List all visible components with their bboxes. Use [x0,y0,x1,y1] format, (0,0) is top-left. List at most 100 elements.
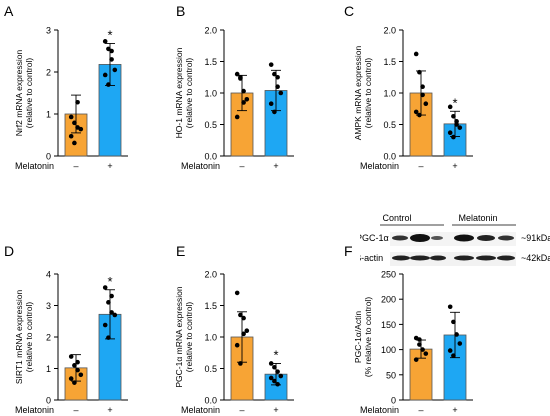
y-tick-label: 250 [381,270,396,280]
data-point [109,293,114,299]
group-label: Melatonin [181,161,220,171]
wb-band-actin-5 [476,255,496,261]
wb-membrane-pgc1a [390,232,516,246]
category-label: + [452,405,457,415]
y-tick-label: 2 [46,333,51,343]
data-point [112,312,118,318]
data-point [238,74,243,80]
significance-marker: * [107,274,112,289]
panel-e: E 0.0 0.5 1.0 1.5 2.0 PGC-1α mRNA expression(r… [174,243,294,415]
data-point [268,101,274,107]
y-tick-label: 0.5 [204,364,217,374]
data-point [68,114,74,120]
data-point [272,71,277,77]
data-point [454,332,459,337]
category-label: + [452,161,457,171]
category-label: + [107,161,112,171]
significance-marker: * [452,95,457,110]
group-label: Melatonin [15,405,54,415]
y-axis-label: HO-1 mRNA expression(relative to control… [174,47,194,138]
data-point [413,51,419,57]
wb-size-pgc1a: ~91kDa [521,233,550,243]
data-point [112,67,118,73]
category-label: – [73,405,78,415]
data-point [417,69,422,75]
wb-group-control: Control [382,213,411,223]
data-point [238,312,243,318]
group-label: Melatonin [360,161,399,171]
data-point [451,134,456,140]
data-point [102,285,108,290]
data-point [272,109,277,115]
panel-d: D 0 1 2 3 4 SIRT1 mRNA expression(relative to … [4,243,128,415]
data-point [234,290,240,296]
data-point [72,380,77,385]
wb-membrane-actin [390,252,516,266]
data-point [275,381,280,387]
y-axis-label: PGC-1α mRNA expression(relative to contr… [174,286,194,388]
category-label: + [273,161,278,171]
y-tick-label: 0 [46,152,51,162]
data-point [417,337,422,342]
data-point [417,342,422,347]
data-point [241,100,246,105]
y-tick-label: 1.0 [383,89,396,99]
data-point [275,84,280,89]
data-point [109,48,114,54]
panel-f: F 0 50 100 150 200 250 PGC-1α/Actin(% relative … [344,243,473,415]
data-point [423,351,429,356]
data-point [68,354,74,359]
data-point [102,72,108,78]
data-point [417,112,422,118]
data-point [413,109,419,115]
data-point [451,319,456,325]
y-axis-label: SIRT1 mRNA expression(relative to contro… [14,290,34,385]
wb-band-pgc1a-1 [392,235,408,241]
data-point [109,310,114,315]
data-point [275,74,280,80]
data-point [278,90,284,96]
y-tick-label: 0 [46,396,51,406]
data-point [268,361,274,366]
data-point [272,364,277,370]
significance-marker: * [107,27,112,42]
y-tick-label: 2.0 [204,270,217,280]
data-point [451,353,456,358]
y-axis-label: Nrf2 mRNA expression(relative to control… [14,50,34,137]
y-tick-label: 2 [46,68,51,78]
data-point [447,304,453,310]
data-point [447,130,453,135]
y-tick-label: 1 [46,364,51,374]
data-point [241,315,246,321]
group-label: Melatonin [181,405,220,415]
data-point [102,322,108,328]
category-label: – [418,161,423,171]
y-tick-label: 2.0 [383,26,396,36]
data-point [106,335,111,340]
y-tick-label: 1.0 [204,89,217,99]
data-point [72,363,77,368]
group-label: Melatonin [15,161,54,171]
y-tick-label: 2.0 [204,26,217,36]
wb-band-pgc1a-6 [498,235,514,241]
y-tick-label: 0.5 [383,120,396,130]
data-point [241,88,246,94]
y-tick-label: 0.0 [204,152,217,162]
data-point [420,347,425,352]
y-axis-label: PGC-1α/Actin(% relative to control) [353,297,373,377]
data-point [78,126,84,132]
category-label: + [273,405,278,415]
panel-letter: D [4,243,14,259]
data-point [238,361,243,366]
wb-size-actin: ~42kDa [521,253,550,263]
data-point [78,372,84,378]
y-tick-label: 1.0 [204,333,217,343]
data-point [268,375,274,381]
data-point [68,133,74,139]
data-point [72,140,77,146]
y-tick-label: 0.0 [383,152,396,162]
wb-band-pgc1a-2 [410,234,430,242]
data-point [423,101,429,107]
data-point [106,82,111,87]
